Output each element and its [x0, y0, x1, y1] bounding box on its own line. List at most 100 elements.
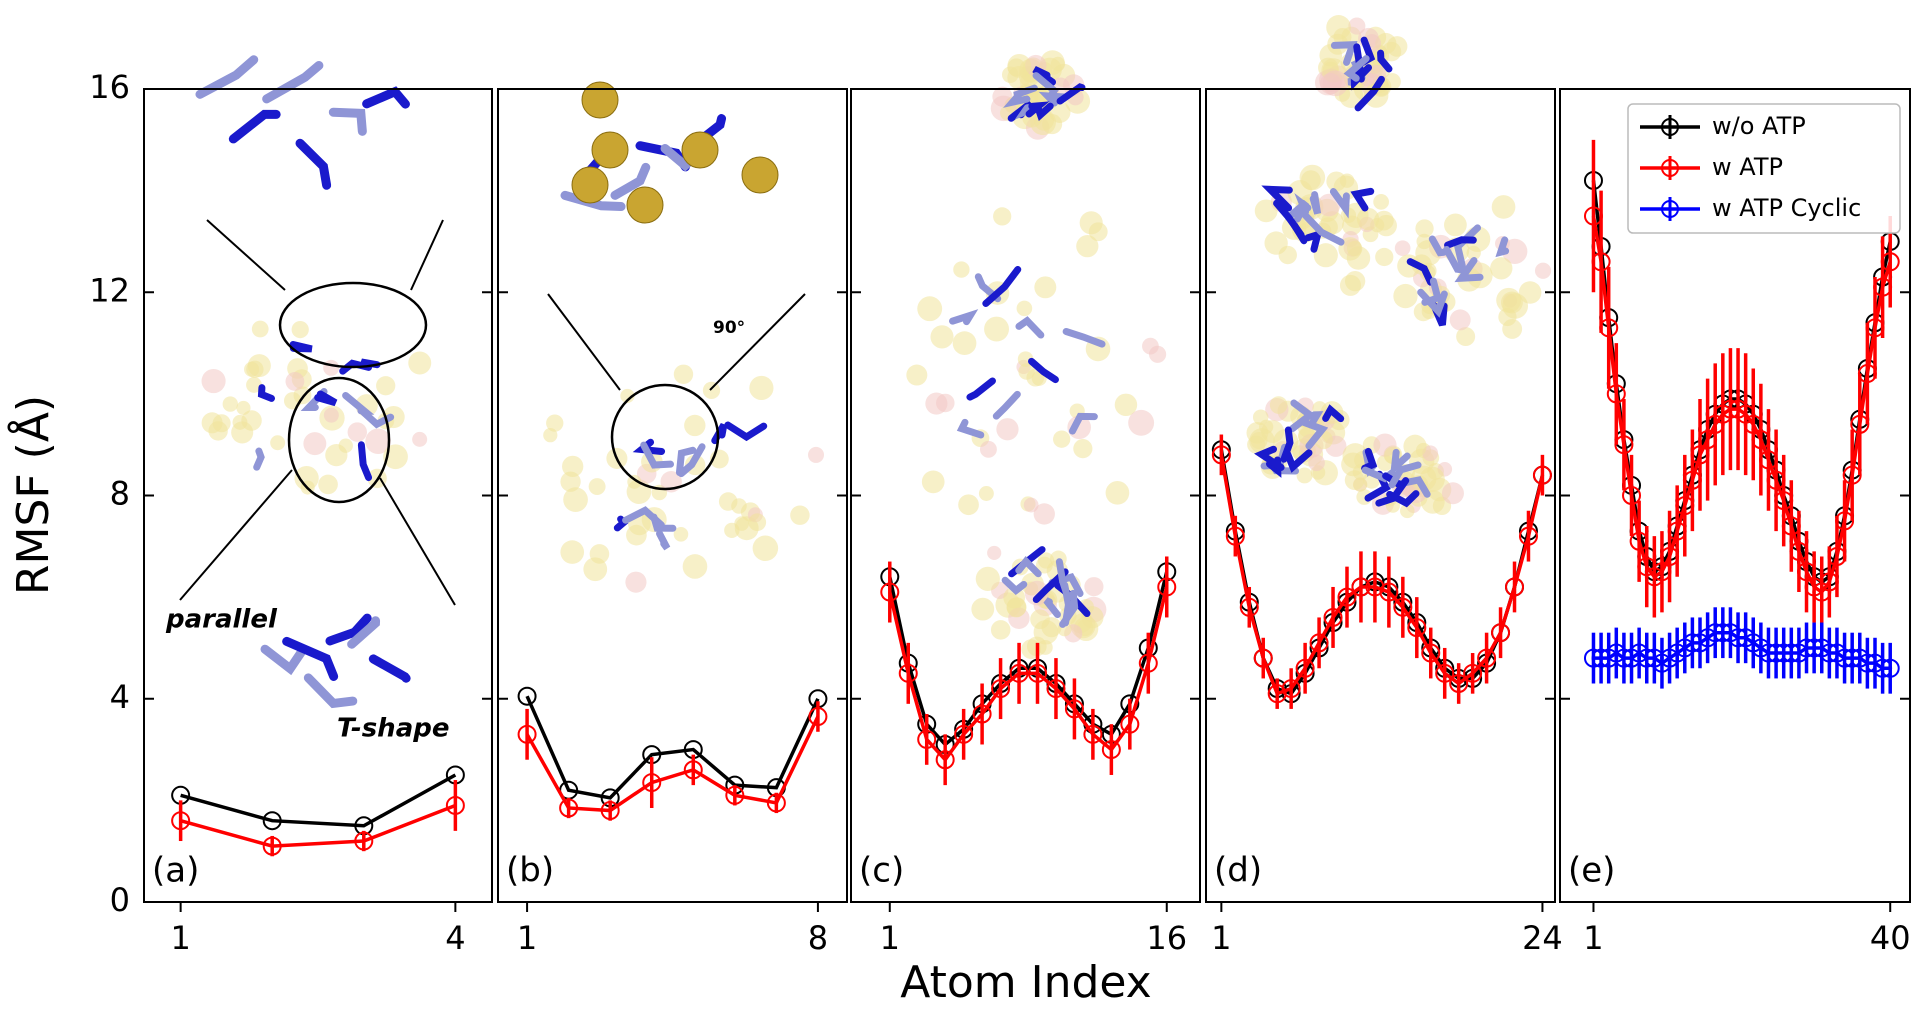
atom-sphere [270, 435, 286, 451]
data-point [1606, 384, 1626, 404]
atom-sphere [741, 156, 779, 194]
atom-sphere [1490, 257, 1513, 280]
data-point [1120, 714, 1140, 734]
data-point [1295, 658, 1315, 678]
peptide-stick [1390, 448, 1411, 477]
legend-label: w ATP Cyclic [1712, 194, 1861, 222]
data-point [1652, 562, 1672, 582]
atom-sphere [984, 316, 1010, 342]
data-point [1774, 491, 1794, 511]
peptide-stick [1443, 246, 1469, 274]
atom-sphere [1076, 235, 1099, 258]
peptide-stick [295, 138, 332, 190]
atom-sphere [1007, 53, 1032, 78]
panel-label: (e) [1568, 851, 1615, 891]
data-point [1323, 607, 1343, 627]
data-point [354, 831, 374, 851]
peptide-stick [1015, 556, 1042, 578]
data-point [1064, 699, 1084, 719]
atom-sphere [1441, 482, 1464, 505]
data-point [1101, 740, 1121, 760]
atom-sphere [953, 261, 970, 278]
data-point [1281, 679, 1301, 699]
data-point [1583, 206, 1603, 226]
data-point [1028, 663, 1048, 683]
peptide-stick [1453, 224, 1482, 270]
atom-sphere [930, 325, 954, 349]
x-tick-label: 1 [517, 919, 537, 957]
atom-sphere [952, 331, 977, 356]
atom-sphere [1456, 327, 1476, 347]
y-tick-label: 12 [89, 271, 130, 309]
y-tick-label: 4 [110, 678, 130, 716]
atom-sphere [1105, 480, 1130, 505]
atom-sphere [1247, 435, 1266, 454]
zoom-line [709, 293, 806, 391]
atom-sphere [546, 414, 564, 432]
atom-sphere [365, 428, 391, 455]
atom-sphere [246, 377, 262, 393]
data-point [1449, 674, 1469, 694]
atom-sphere [562, 455, 584, 478]
data-point [1766, 470, 1786, 490]
panel-frame [850, 88, 1201, 903]
atom-sphere [1393, 283, 1418, 309]
data-point [1880, 658, 1900, 678]
peptide-stick [1059, 589, 1079, 628]
atom-sphere [1403, 434, 1427, 458]
peptide-stick [1056, 83, 1086, 105]
data-point [1463, 663, 1483, 683]
peptide-stick [1454, 257, 1484, 283]
peptide-stick [1002, 94, 1031, 108]
peptide-stick [640, 441, 675, 469]
atom-sphere [1353, 477, 1368, 492]
atom-sphere [1016, 300, 1033, 317]
data-point [1690, 445, 1710, 465]
data-point [1211, 445, 1231, 465]
peptide-stick [1417, 288, 1448, 318]
annotation: parallel [165, 605, 278, 635]
data-point [935, 750, 955, 770]
data-point [600, 801, 620, 821]
legend-marker [1661, 159, 1679, 177]
data-point [1835, 648, 1855, 668]
peptide-stick [992, 390, 1021, 420]
atom-sphere [212, 414, 231, 433]
data-point [1614, 435, 1634, 455]
data-point [898, 663, 918, 683]
atom-sphere [1346, 240, 1363, 257]
atom-sphere [1444, 213, 1467, 237]
atom-sphere [1033, 503, 1055, 525]
atom-sphere [1114, 393, 1138, 417]
annotation: 90° [713, 318, 745, 338]
zoom-line [179, 469, 293, 601]
atom-sphere [1252, 409, 1269, 426]
atom-sphere [1375, 214, 1397, 237]
data-point [1225, 526, 1245, 546]
atom-sphere [1534, 262, 1552, 279]
atom-sphere [718, 492, 738, 511]
peptide-stick [260, 644, 308, 676]
peptide-stick [228, 109, 281, 144]
atom-sphere [1264, 231, 1288, 255]
atom-sphere [560, 471, 581, 492]
data-point [1393, 597, 1413, 617]
peptide-stick [1273, 199, 1305, 239]
atom-sphere [1339, 274, 1362, 296]
peptide-stick [677, 443, 706, 478]
annotation: T-shape [337, 714, 449, 744]
highlight-ellipse [278, 281, 428, 369]
atom-sphere [1034, 276, 1057, 299]
atom-sphere [303, 432, 327, 456]
atom-sphere [749, 375, 774, 401]
series-line [525, 715, 820, 813]
data-point [1850, 414, 1870, 434]
atom-sphere [1502, 293, 1529, 319]
peptide-stick [347, 616, 381, 649]
data-point [1435, 663, 1455, 683]
atom-sphere [1410, 465, 1437, 492]
atom-sphere [1149, 345, 1167, 363]
data-point [1591, 252, 1611, 272]
peptide-stick [724, 421, 768, 442]
atom-sphere [917, 296, 943, 322]
